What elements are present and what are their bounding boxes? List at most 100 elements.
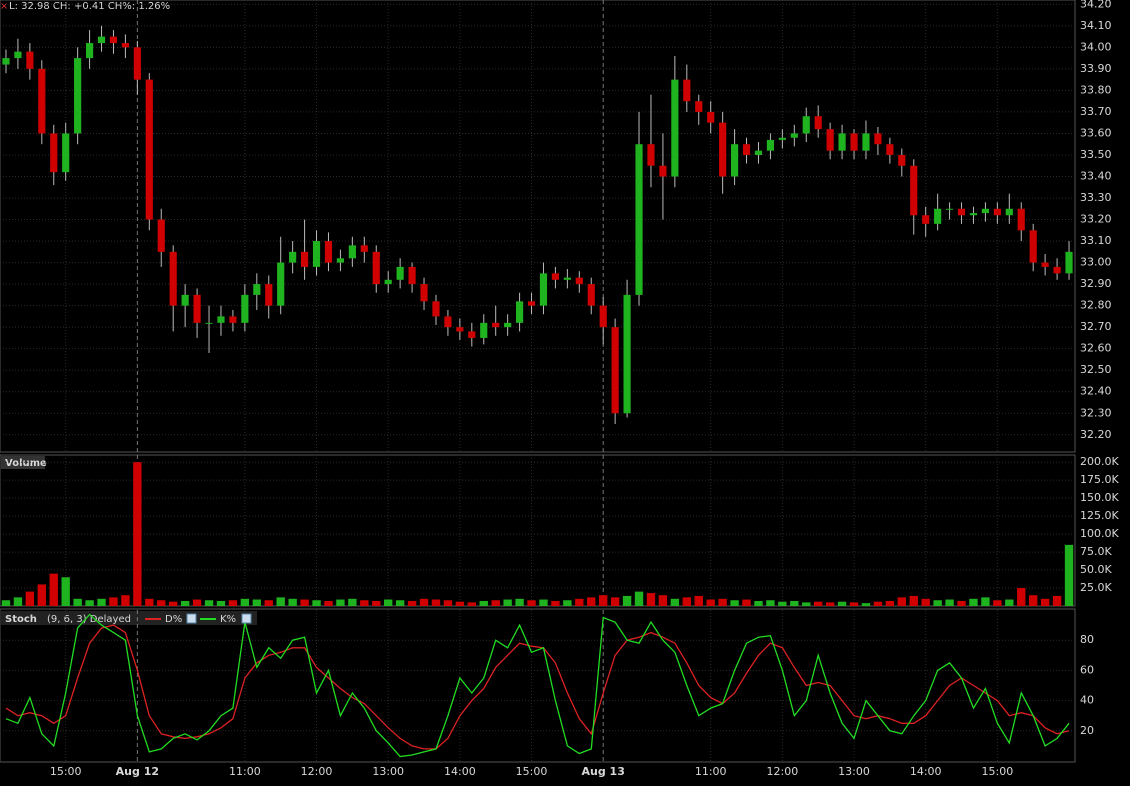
- y-tick-label: 125.0K: [1080, 509, 1119, 522]
- x-tick-label: 13:00: [838, 765, 870, 778]
- volume-bar: [742, 599, 751, 606]
- y-tick-label: 200.0K: [1080, 455, 1119, 468]
- volume-bar: [336, 599, 345, 606]
- y-tick-label: 33.40: [1080, 169, 1112, 182]
- candle-body: [50, 133, 58, 173]
- volume-bar: [993, 600, 1002, 606]
- volume-bar: [551, 600, 560, 606]
- x-tick-label: 14:00: [910, 765, 942, 778]
- candle-body: [480, 322, 488, 338]
- volume-bar: [252, 599, 261, 606]
- volume-bar: [945, 599, 954, 606]
- candle-body: [516, 301, 524, 323]
- volume-bar: [802, 602, 811, 606]
- candle-body: [504, 322, 512, 328]
- volume-bar: [264, 600, 273, 606]
- volume-bar: [324, 600, 333, 606]
- volume-bar: [921, 598, 930, 606]
- candle-body: [898, 154, 906, 166]
- candle-body: [886, 144, 894, 155]
- candle-body: [874, 133, 882, 145]
- candle-body: [826, 129, 834, 151]
- volume-bar: [360, 600, 369, 606]
- volume-bar: [730, 600, 739, 606]
- candle-body: [862, 133, 870, 151]
- stoch-line: [5, 624, 1070, 750]
- x-tick-label: 12:00: [301, 765, 333, 778]
- volume-bar: [37, 584, 46, 606]
- volume-bar: [372, 600, 381, 606]
- volume-bar: [861, 603, 871, 606]
- y-tick-label: 32.20: [1080, 428, 1112, 441]
- volume-bar: [587, 597, 596, 606]
- candle-body: [253, 284, 261, 295]
- candle-body: [719, 122, 727, 177]
- candle-body: [635, 144, 643, 295]
- candle-body: [1065, 251, 1073, 274]
- candle-body: [145, 79, 153, 220]
- volume-bar: [527, 600, 536, 606]
- volume-bar: [443, 600, 453, 606]
- volume-bar: [969, 598, 978, 606]
- volume-bar: [25, 591, 35, 606]
- candle-body: [1053, 266, 1061, 274]
- close-icon[interactable]: ×: [0, 1, 8, 12]
- candle-body: [623, 294, 631, 414]
- stoch-line: [5, 613, 1070, 758]
- volume-bar: [300, 599, 309, 606]
- volume-bar: [610, 597, 620, 606]
- legend-checkbox[interactable]: [241, 613, 252, 624]
- candle-body: [934, 208, 942, 224]
- y-tick-label: 33.20: [1080, 213, 1112, 226]
- y-tick-label: 33.50: [1080, 148, 1112, 161]
- volume-bar: [1017, 588, 1026, 606]
- volume-bar: [706, 599, 715, 606]
- candle-body: [993, 208, 1001, 216]
- volume-bar: [384, 599, 393, 606]
- y-tick-label: 100.0K: [1080, 527, 1119, 540]
- x-tick-label: 13:00: [372, 765, 404, 778]
- y-tick-label: 33.10: [1080, 234, 1112, 247]
- volume-bar: [180, 600, 190, 606]
- volume-bar: [515, 598, 524, 606]
- volume-bar: [837, 601, 847, 606]
- volume-bar: [348, 598, 357, 606]
- candle-body: [26, 51, 34, 69]
- volume-bar: [145, 598, 154, 606]
- volume-bar: [431, 599, 441, 606]
- y-tick-label: 32.70: [1080, 320, 1112, 333]
- y-tick-label: 40: [1080, 694, 1094, 707]
- y-tick-label: 32.90: [1080, 277, 1112, 290]
- volume-bar: [694, 595, 703, 606]
- volume-bar: [192, 599, 202, 606]
- volume-tag: [1, 456, 45, 469]
- candle-body: [74, 58, 82, 134]
- volume-bar: [981, 597, 990, 606]
- candle-body: [1017, 208, 1025, 231]
- candle-body: [420, 284, 428, 302]
- legend-checkbox[interactable]: [186, 613, 197, 624]
- stoch-title: Stoch: [5, 614, 37, 625]
- volume-bar: [1, 600, 11, 606]
- volume-title: Volume: [5, 458, 47, 469]
- volume-bar: [407, 600, 417, 606]
- volume-bar: [909, 595, 918, 606]
- candle-body: [336, 258, 344, 263]
- candle-body: [683, 79, 691, 102]
- candle-body: [301, 251, 309, 267]
- candle-body: [1005, 208, 1013, 216]
- candle-body: [277, 262, 285, 306]
- volume-bar: [503, 599, 512, 606]
- candle-body: [348, 245, 356, 259]
- candle-body: [539, 273, 548, 306]
- volume-bar: [718, 598, 727, 606]
- candle-body: [109, 36, 118, 44]
- volume-bar: [778, 601, 787, 606]
- y-tick-label: 32.60: [1080, 342, 1112, 355]
- y-tick-label: 32.50: [1080, 363, 1112, 376]
- y-tick-label: 32.30: [1080, 406, 1112, 419]
- candle-body: [444, 316, 452, 328]
- volume-bar: [455, 601, 465, 606]
